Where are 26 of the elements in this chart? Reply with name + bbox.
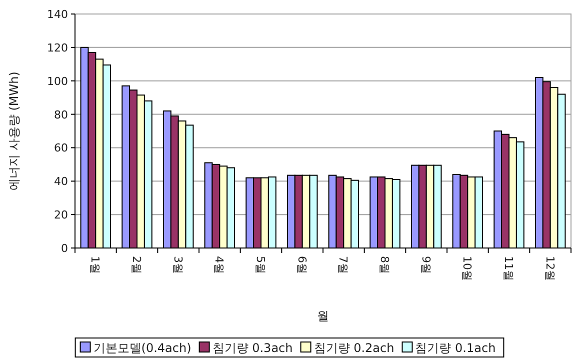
y-tick-label: 120 [47, 41, 68, 54]
legend-label: 침기량 0.2ach [314, 341, 394, 355]
y-tick-label: 140 [47, 8, 68, 21]
x-tick-label: 9월 [419, 256, 432, 274]
y-tick-label: 60 [54, 142, 68, 155]
x-tick-label: 1월 [88, 256, 102, 274]
y-axis-title: 에너지 사용량 (MWh) [7, 72, 21, 190]
x-tick-label: 7월 [336, 256, 350, 274]
y-tick-label: 20 [54, 208, 68, 222]
x-tick-label: 6월 [295, 256, 308, 274]
y-tick-label: 40 [54, 175, 68, 188]
x-tick-label: 4월 [212, 256, 226, 274]
legend-label: 침기량 0.3ach [212, 341, 293, 355]
y-tick-label: 80 [54, 108, 68, 122]
x-axis-title: 월 [317, 309, 329, 323]
x-tick-label: 5월 [254, 256, 267, 274]
legend-label: 침기량 0.1ach [415, 341, 496, 355]
x-tick-label: 2월 [130, 256, 143, 274]
y-tick-label: 0 [61, 242, 68, 255]
x-tick-label: 11월 [502, 256, 515, 281]
x-tick-label: 8월 [378, 256, 391, 274]
x-tick-label: 10월 [460, 256, 474, 281]
x-tick-label: 12월 [543, 256, 556, 281]
x-tick-label: 3월 [171, 256, 184, 274]
y-tick-label: 100 [47, 74, 68, 88]
legend-label: 기본모델(0.4ach) [93, 341, 192, 355]
